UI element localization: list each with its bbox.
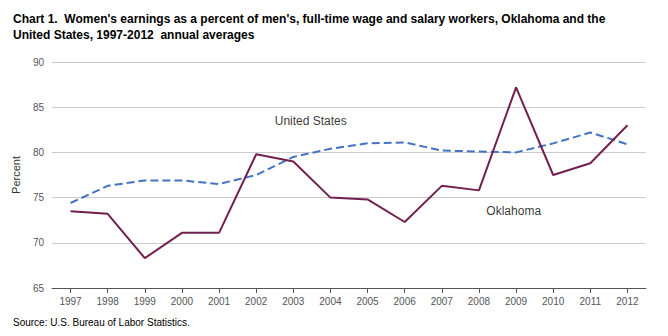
svg-text:2011: 2011 [580,296,602,307]
svg-text:Source: U.S. Bureau of Labor S: Source: U.S. Bureau of Labor Statistics. [13,317,190,328]
svg-text:2005: 2005 [356,296,379,307]
svg-text:2006: 2006 [394,296,417,307]
svg-text:1998: 1998 [97,296,120,307]
svg-text:1997: 1997 [59,296,82,307]
svg-text:2002: 2002 [245,296,268,307]
svg-text:85: 85 [33,102,45,113]
svg-text:United States: United States [275,114,347,128]
svg-text:2009: 2009 [505,296,528,307]
svg-text:United States, 1997-2012 annu: United States, 1997-2012 annual averages [13,28,255,42]
svg-text:1999: 1999 [134,296,157,307]
svg-text:Percent: Percent [10,156,22,194]
svg-text:2012: 2012 [616,296,639,307]
svg-text:Oklahoma: Oklahoma [486,204,541,218]
svg-text:70: 70 [33,237,45,248]
svg-text:65: 65 [33,283,45,294]
svg-text:90: 90 [33,57,45,68]
svg-text:75: 75 [33,192,45,203]
svg-text:2007: 2007 [431,296,454,307]
svg-text:2004: 2004 [319,296,342,307]
svg-text:2003: 2003 [282,296,305,307]
svg-text:2010: 2010 [542,296,565,307]
svg-text:2008: 2008 [468,296,491,307]
svg-text:2001: 2001 [208,296,231,307]
svg-text:Chart 1. Women's earnings as: Chart 1. Women's earnings as a percent o… [13,12,606,26]
svg-text:2000: 2000 [171,296,194,307]
svg-text:80: 80 [33,147,45,158]
